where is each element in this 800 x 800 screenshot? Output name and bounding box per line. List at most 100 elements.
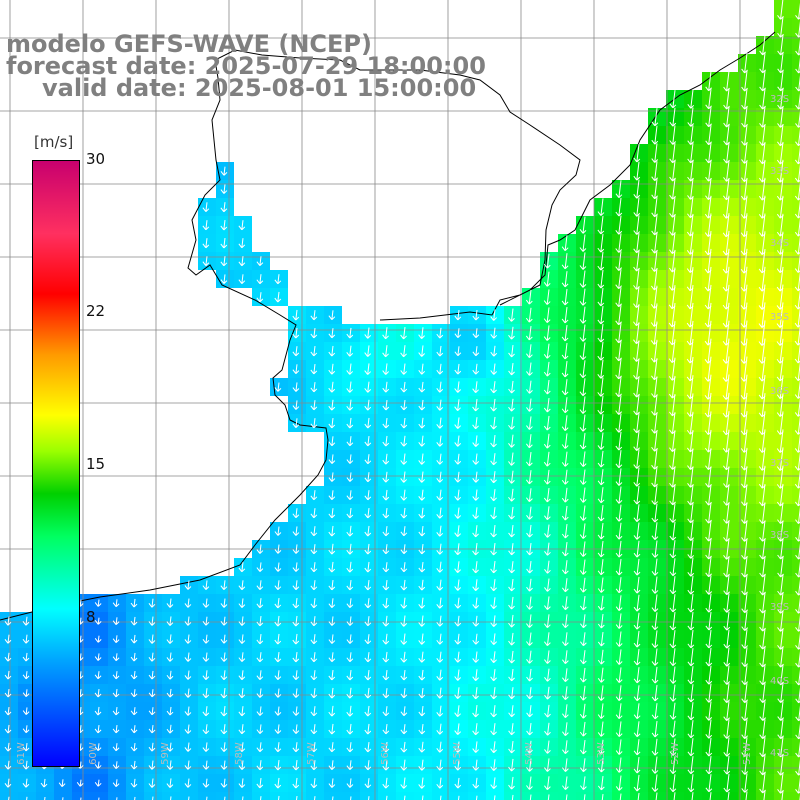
wind-arrow [705,647,713,667]
wind-arrow [328,723,336,735]
legend-tick: 22 [86,302,106,320]
wind-arrow [687,630,695,649]
grid-cell [144,630,162,648]
grid-cell [540,702,558,720]
grid-cell [180,738,198,756]
grid-cell [774,180,792,198]
grid-cell [738,558,756,576]
wind-arrow [508,578,515,592]
grid-cell [360,342,378,360]
grid-cell [540,612,558,630]
grid-cell [594,360,612,378]
wind-arrow [579,396,587,414]
wind-arrow [615,685,623,702]
grid-cell [738,684,756,702]
grid-cell [486,378,504,396]
grid-cell [360,630,378,648]
grid-cell [180,684,198,702]
grid-cell [576,738,594,756]
wind-arrow [561,668,569,683]
grid-cell [756,396,774,414]
grid-cell [702,522,720,540]
grid-cell [558,648,576,666]
grid-cell [738,198,756,216]
wind-arrow [310,526,318,537]
wind-arrow [526,543,533,556]
wind-arrow [579,596,587,611]
grid-cell [324,378,342,396]
grid-cell [522,468,540,486]
grid-cell [630,396,648,414]
wind-arrow [328,381,336,393]
grid-cell [666,144,684,162]
grid-cell [306,576,324,594]
grid-cell [774,648,792,666]
wind-arrow [741,593,749,614]
wind-arrow [508,632,515,646]
wind-arrow [134,796,136,800]
grid-cell [630,342,648,360]
wind-arrow [292,327,300,339]
grid-cell [684,756,702,774]
wind-arrow [741,665,749,686]
wind-arrow [400,526,408,537]
wind-arrow [310,688,318,699]
wind-arrow [579,505,587,521]
wind-arrow [511,794,514,800]
grid-cell [666,180,684,198]
grid-cell [324,576,342,594]
wind-arrow [382,417,390,429]
grid-cell [216,180,234,198]
wind-arrow [166,670,174,680]
wind-arrow [148,778,156,788]
color-legend [32,160,80,767]
wind-arrow [472,363,480,375]
wind-arrow [561,253,569,270]
grid-cell [756,756,774,774]
grid-cell [504,594,522,612]
wind-arrow [418,741,426,753]
grid-cell [738,522,756,540]
wind-arrow [687,575,695,595]
wind-arrow [633,558,641,576]
grid-cell [702,288,720,306]
legend-unit: [m/s] [34,133,74,151]
grid-cell [702,702,720,720]
wind-arrow [508,506,515,520]
wind-arrow [741,737,749,757]
grid-cell [540,504,558,522]
grid-cell [162,594,180,612]
wind-arrow [418,651,426,663]
wind-arrow [260,796,262,800]
grid-cell [234,612,252,630]
grid-cell [720,432,738,450]
grid-cell [612,306,630,324]
grid-cell [612,396,630,414]
grid-cell [756,54,774,72]
grid-cell [648,162,666,180]
grid-cell [414,576,432,594]
grid-cell [306,324,324,342]
grid-cell [792,360,800,378]
wind-arrow [723,629,731,649]
grid-cell [792,720,800,738]
wind-arrow [130,707,138,716]
grid-cell [288,396,306,414]
wind-arrow [238,778,246,788]
wind-arrow [80,797,82,800]
wind-arrow [615,305,623,326]
wind-arrow [759,71,766,92]
wind-arrow [436,327,444,339]
wind-arrow [436,597,444,609]
wind-arrow [454,777,462,789]
wind-arrow [561,487,569,503]
grid-cell [432,666,450,684]
grid-cell [720,162,738,180]
grid-cell [648,522,666,540]
wind-arrow [364,525,372,537]
grid-cell [756,504,774,522]
grid-cell [630,144,648,162]
wind-arrow [544,524,551,538]
wind-arrow [508,758,515,772]
wind-arrow [687,125,695,146]
